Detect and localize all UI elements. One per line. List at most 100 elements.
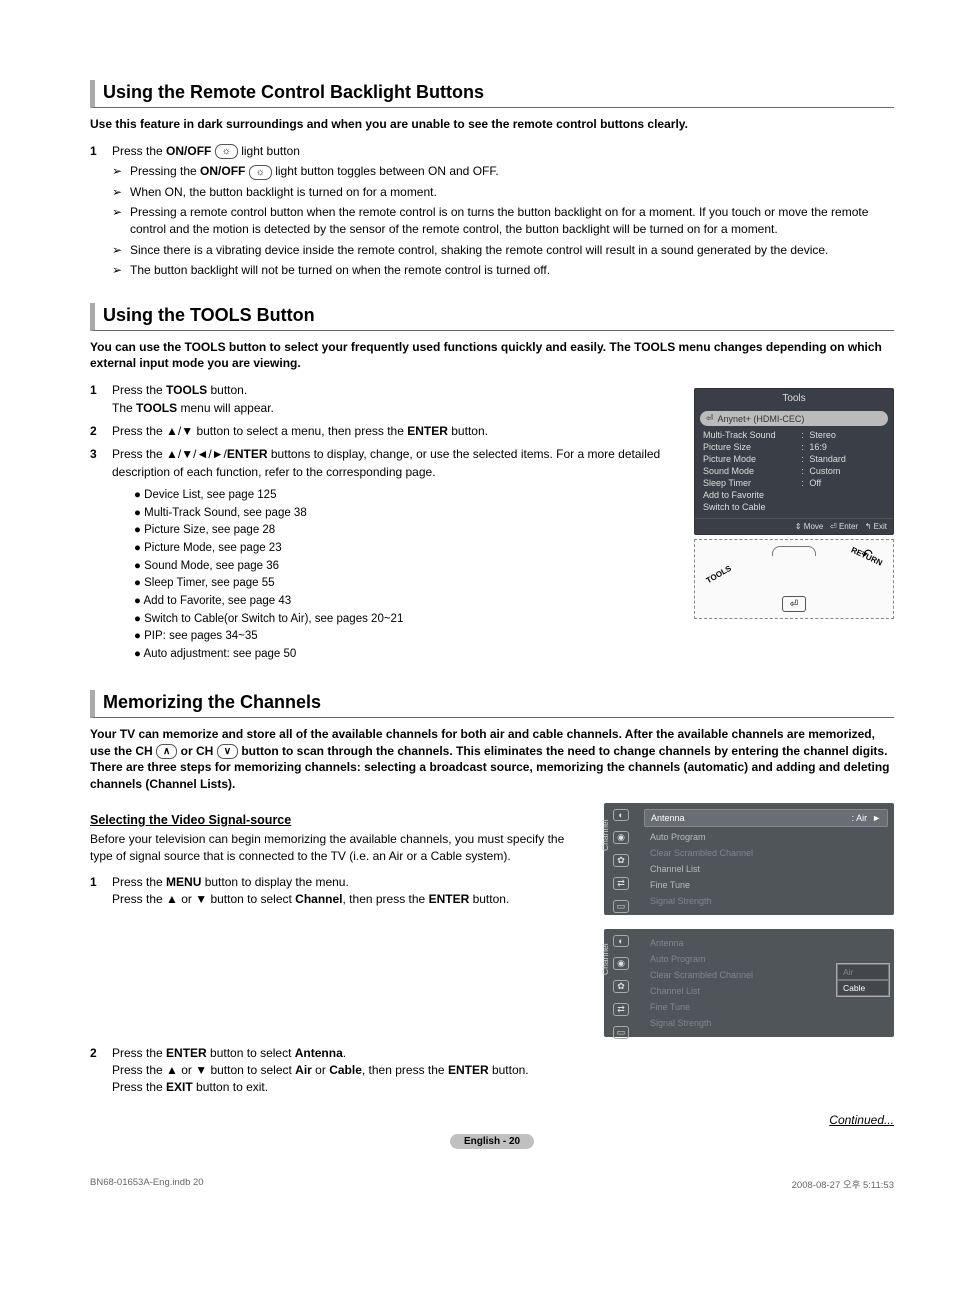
side-icons: ◐ ◉ ✿ ⇄ ▭ — [606, 809, 636, 909]
text-bold: Antenna — [295, 1046, 343, 1060]
bullet-item: ● Add to Favorite, see page 43 — [134, 593, 676, 610]
menu-icon: ⇄ — [613, 1003, 629, 1016]
text: button. — [489, 1063, 529, 1077]
text: light button — [238, 144, 300, 158]
light-icon: ☼ — [215, 144, 238, 159]
enter-button-icon: ⏎ — [782, 596, 806, 612]
osd-row: Picture Mode:Standard — [695, 453, 893, 465]
arrow-icon: ➢ — [112, 184, 130, 201]
osd-row: Switch to Cable — [695, 501, 893, 513]
osd-row: Sleep Timer:Off — [695, 477, 893, 489]
text: , then press the — [343, 892, 429, 906]
ch-down-icon: ∨ — [217, 744, 238, 759]
step: 2 Press the ▲/▼ button to select a menu,… — [90, 423, 676, 440]
text: Press the ▲ or ▼ button to select — [112, 1063, 295, 1077]
text: button to select — [207, 1046, 295, 1060]
text: Press the ▲/▼ button to select a menu, t… — [112, 424, 407, 438]
two-column: 1 Press the TOOLS button. The TOOLS menu… — [90, 382, 894, 670]
menu-item: Clear Scrambled Channel — [644, 845, 888, 861]
channel-menu-1: Channel ◐ ◉ ✿ ⇄ ▭ Antenna : Air ► Auto P… — [604, 803, 894, 915]
text-bold: TOOLS — [136, 401, 177, 415]
step-body: Press the ENTER button to select Antenna… — [112, 1045, 586, 1097]
menu-icon: ✿ — [613, 980, 629, 993]
tools-osd: Tools ⏎Anynet+ (HDMI-CEC) Multi-Track So… — [694, 388, 894, 535]
column-left: Selecting the Video Signal-source Before… — [90, 803, 586, 1103]
section-title: Memorizing the Channels — [90, 690, 894, 718]
paragraph: Before your television can begin memoriz… — [90, 831, 586, 866]
step: 1 Press the ON/OFF ☼ light button ➢Press… — [90, 143, 894, 283]
arrow-icon: ➢ — [112, 242, 130, 259]
text: Press the ▲ or ▼ button to select — [112, 892, 295, 906]
menu-icon: ▭ — [613, 900, 629, 913]
menu-item: Fine Tune — [644, 999, 888, 1015]
text-bold: Cable — [329, 1063, 362, 1077]
sub-body: The button backlight will not be turned … — [130, 262, 894, 279]
text: light button toggles between ON and OFF. — [272, 164, 499, 178]
step-number: 1 — [90, 382, 112, 417]
bullet-item: ● Sleep Timer, see page 55 — [134, 575, 676, 592]
arrow-icon: ➢ — [112, 262, 130, 279]
bullet-item: ● Auto adjustment: see page 50 — [134, 646, 676, 663]
arrow-icon: ➢ — [112, 204, 130, 239]
menu-icon: ◉ — [613, 831, 629, 844]
section-title: Using the TOOLS Button — [90, 303, 894, 331]
menu-item: Channel List — [644, 861, 888, 877]
footer-left: BN68-01653A-Eng.indb 20 — [90, 1177, 204, 1191]
text-bold: ENTER — [166, 1046, 207, 1060]
footer-right: 2008-08-27 오후 5:11:53 — [792, 1177, 894, 1191]
text-bold: Air — [295, 1063, 312, 1077]
continued-text: Continued... — [90, 1113, 894, 1127]
step-number: 1 — [90, 874, 112, 909]
step-body: Press the ▲/▼ button to select a menu, t… — [112, 423, 676, 440]
remote-diagram: TOOLS RETURN ↶ ⏎ — [694, 539, 894, 619]
osd-footer: ⇕ Move ⏎ Enter ↰ Exit — [695, 518, 893, 534]
arrow-icon: ➢ — [112, 163, 130, 180]
section-intro: You can use the TOOLS button to select y… — [90, 339, 894, 373]
text: Press the ▲/▼/◄/►/ — [112, 447, 227, 461]
osd-foot-text: Move — [804, 522, 824, 531]
text-bold: Channel — [295, 892, 342, 906]
two-column: Selecting the Video Signal-source Before… — [90, 803, 894, 1103]
step-number: 2 — [90, 423, 112, 440]
sub-body: Since there is a vibrating device inside… — [130, 242, 894, 259]
step-body: Press the ON/OFF ☼ light button ➢Pressin… — [112, 143, 894, 283]
osd-row: Sound Mode:Custom — [695, 465, 893, 477]
page-footer: BN68-01653A-Eng.indb 20 2008-08-27 오후 5:… — [90, 1177, 894, 1191]
text-bold: ENTER — [407, 424, 448, 438]
text-bold: MENU — [166, 875, 201, 889]
text: Press the — [112, 1046, 166, 1060]
text-bold: EXIT — [166, 1080, 193, 1094]
section-intro: Use this feature in dark surroundings an… — [90, 116, 894, 133]
text: button. — [448, 424, 488, 438]
menu-label: Antenna — [651, 813, 685, 823]
column-right: Tools ⏎Anynet+ (HDMI-CEC) Multi-Track So… — [694, 388, 894, 670]
sub-item: ➢Pressing a remote control button when t… — [112, 204, 894, 239]
menu-item-selected: Antenna : Air ► — [644, 809, 888, 827]
text: button to exit. — [193, 1080, 268, 1094]
text: button to display the menu. — [201, 875, 348, 889]
text: or — [312, 1063, 329, 1077]
menu-item: Auto Program — [644, 829, 888, 845]
text: Pressing the — [130, 164, 200, 178]
popup-option: Cable — [837, 980, 889, 996]
step-body: Press the MENU button to display the men… — [112, 874, 586, 909]
text: Press the — [112, 1080, 166, 1094]
text: or CH — [177, 744, 216, 758]
osd-text: Anynet+ (HDMI-CEC) — [718, 414, 805, 424]
step-number: 2 — [90, 1045, 112, 1097]
return-icon: ↶ — [861, 546, 873, 563]
menu-icon: ◉ — [613, 957, 629, 970]
osd-text: Switch to Cable — [703, 502, 885, 512]
osd-foot-text: Exit — [874, 522, 887, 531]
text: menu will appear. — [177, 401, 274, 415]
bullet-item: ● Multi-Track Sound, see page 38 — [134, 505, 676, 522]
text: Press the — [112, 383, 166, 397]
sub-body: When ON, the button backlight is turned … — [130, 184, 894, 201]
tools-label: TOOLS — [705, 564, 733, 586]
sub-item: ➢Since there is a vibrating device insid… — [112, 242, 894, 259]
text-bold: ON/OFF — [200, 164, 245, 178]
bullet-list: ● Device List, see page 125● Multi-Track… — [134, 487, 676, 663]
column-right: Channel ◐ ◉ ✿ ⇄ ▭ Antenna : Air ► Auto P… — [604, 803, 894, 1103]
menu-item: Signal Strength — [644, 893, 888, 909]
bullet-item: ● Sound Mode, see page 36 — [134, 558, 676, 575]
